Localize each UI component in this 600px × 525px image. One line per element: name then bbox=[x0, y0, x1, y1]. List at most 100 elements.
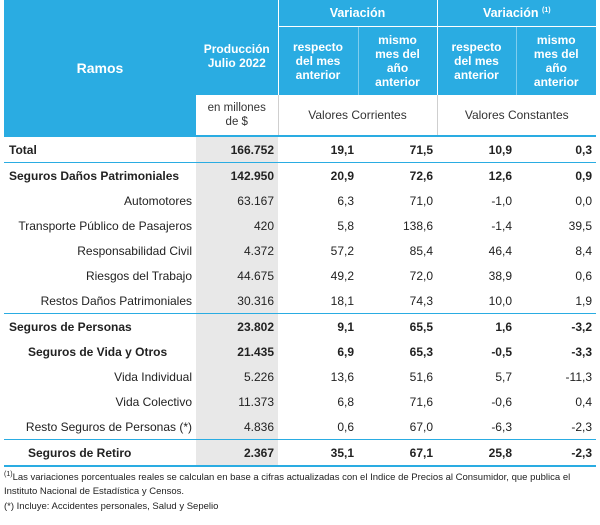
cell-k-mes: -0,6 bbox=[491, 394, 512, 409]
footnote-1: (1)Las variaciones porcentuales reales s… bbox=[4, 468, 596, 499]
footnote-1-text: Las variaciones porcentuales reales se c… bbox=[4, 472, 571, 498]
cell-vc-mes: 20,9 bbox=[330, 168, 354, 183]
cell-vc-anio: 72,6 bbox=[409, 168, 433, 183]
cell-k-anio: 1,9 bbox=[516, 288, 597, 314]
row-label: Vida Individual bbox=[114, 369, 192, 384]
cell-k-mes: -6,3 bbox=[437, 414, 516, 440]
header-respecto-mes-1: respecto del mes anterior bbox=[277, 26, 358, 95]
header-produccion: Producción Julio 2022 bbox=[196, 0, 278, 95]
cell-k-anio: -2,3 bbox=[516, 439, 597, 467]
row-label: Seguros de Vida y Otros bbox=[28, 344, 168, 359]
cell-k-mes: 38,9 bbox=[488, 268, 512, 283]
cell-vc-anio: 65,5 bbox=[409, 319, 433, 334]
cell-vc-mes: 5,8 bbox=[337, 218, 354, 233]
cell-k-anio: 39,5 bbox=[568, 218, 593, 233]
cell-produccion: 4.836 bbox=[196, 414, 278, 440]
cell-k-anio: 0,9 bbox=[575, 168, 593, 183]
cell-vc-anio: 138,6 bbox=[402, 218, 433, 233]
cell-k-mes: -1,0 bbox=[491, 193, 512, 208]
cell-k-mes: -1,4 bbox=[491, 218, 512, 233]
cell-k-anio: 0,4 bbox=[575, 394, 593, 409]
cell-k-mes: 12,6 bbox=[488, 168, 512, 183]
cell-vc-anio: 51,6 bbox=[409, 369, 433, 384]
cell-vc-anio: 67,1 bbox=[358, 439, 437, 467]
cell-vc-anio: 85,4 bbox=[409, 243, 433, 258]
cell-k-anio: 0,6 bbox=[575, 268, 593, 283]
cell-vc-mes: 57,2 bbox=[330, 243, 354, 258]
row-label: Restos Daños Patrimoniales bbox=[4, 288, 196, 314]
header-produccion-label: Producción Julio 2022 bbox=[203, 42, 270, 70]
cell-vc-anio: 71,6 bbox=[409, 394, 433, 409]
cell-vc-mes: 19,1 bbox=[278, 136, 358, 163]
cell-produccion: 420 bbox=[196, 213, 278, 238]
header-mismo-mes-1: mismo mes del año anterior bbox=[357, 26, 437, 95]
row-label: Riesgos del Trabajo bbox=[85, 268, 192, 283]
row-label: Automotores bbox=[123, 193, 192, 208]
row-label: Seguros de Personas bbox=[9, 319, 132, 334]
table-row: Riesgos del Trabajo 44.675 49,2 72,0 38,… bbox=[4, 263, 596, 288]
cell-k-anio: -11,3 bbox=[565, 369, 593, 384]
cell-k-mes: 5,7 bbox=[495, 369, 512, 384]
header-ramos: Ramos bbox=[4, 0, 196, 137]
row-label: Transporte Público de Pasajeros bbox=[18, 218, 192, 233]
cell-vc-mes: 6,8 bbox=[337, 394, 354, 409]
cell-k-mes: 25,8 bbox=[437, 439, 516, 467]
table-row: Seguros de Vida y Otros 21.435 6,9 65,3 … bbox=[4, 339, 596, 364]
cell-vc-anio: 72,0 bbox=[409, 268, 433, 283]
cell-produccion: 63.167 bbox=[196, 188, 278, 213]
cell-k-mes: 46,4 bbox=[488, 243, 512, 258]
footnote-1-marker: (1) bbox=[4, 471, 13, 478]
table-row: Vida Colectivo 11.373 6,8 71,6 -0,6 0,4 bbox=[4, 389, 596, 414]
header-valores-constantes: Valores Constantes bbox=[436, 95, 597, 137]
header-mismo-mes-2: mismo mes del año anterior bbox=[515, 26, 597, 95]
cell-vc-mes: 0,6 bbox=[278, 414, 358, 440]
row-label: Seguros de Retiro bbox=[4, 439, 196, 467]
cell-k-anio: 0,3 bbox=[516, 136, 597, 163]
table-row: Seguros Daños Patrimoniales 142.950 20,9… bbox=[4, 162, 596, 188]
cell-produccion: 44.675 bbox=[196, 263, 278, 288]
cell-vc-anio: 67,0 bbox=[358, 414, 437, 440]
header-variacion-constantes-label: Variación bbox=[482, 6, 539, 20]
table-row: Restos Daños Patrimoniales 30.316 18,1 7… bbox=[4, 288, 597, 314]
cell-produccion: 5.226 bbox=[196, 364, 278, 389]
cell-vc-mes: 35,1 bbox=[278, 439, 358, 467]
cell-vc-mes: 13,6 bbox=[330, 369, 354, 384]
header-valores-corrientes: Valores Corrientes bbox=[277, 95, 437, 137]
cell-produccion: 4.372 bbox=[196, 238, 278, 263]
table-row: Seguros de Personas 23.802 9,1 65,5 1,6 … bbox=[4, 313, 596, 339]
footnote-2: (*) Incluye: Accidentes personales, Salu… bbox=[4, 501, 219, 512]
header-respecto-mes-2: respecto del mes anterior bbox=[436, 26, 516, 95]
cell-k-anio: -2,3 bbox=[516, 414, 597, 440]
row-label: Responsabilidad Civil bbox=[77, 243, 192, 258]
data-table: Ramos Producción Julio 2022 Variación Va… bbox=[4, 0, 597, 467]
cell-produccion: 21.435 bbox=[196, 339, 278, 364]
row-label: Total bbox=[4, 136, 196, 163]
table-row: Seguros de Retiro 2.367 35,1 67,1 25,8 -… bbox=[4, 439, 597, 467]
row-label: Seguros Daños Patrimoniales bbox=[9, 168, 180, 183]
table-row: Resto Seguros de Personas (*) 4.836 0,6 … bbox=[4, 414, 597, 440]
header-variacion-constantes: Variación (1) bbox=[436, 0, 597, 27]
row-label: Vida Colectivo bbox=[115, 394, 193, 409]
table-row: Automotores 63.167 6,3 71,0 -1,0 0,0 bbox=[4, 188, 596, 213]
cell-produccion: 30.316 bbox=[196, 288, 278, 314]
table-row: Responsabilidad Civil 4.372 57,2 85,4 46… bbox=[4, 238, 596, 263]
cell-produccion: 23.802 bbox=[196, 313, 278, 339]
footnote-marker-1: (1) bbox=[542, 6, 551, 14]
unit-label: en millones de $ bbox=[196, 95, 278, 137]
cell-k-anio: 8,4 bbox=[575, 243, 593, 258]
cell-vc-mes: 18,1 bbox=[278, 288, 358, 314]
cell-vc-mes: 9,1 bbox=[337, 319, 354, 334]
table-row: Total 166.752 19,1 71,5 10,9 0,3 bbox=[4, 136, 597, 163]
cell-k-anio: -3,2 bbox=[571, 319, 593, 334]
cell-vc-anio: 71,0 bbox=[409, 193, 433, 208]
cell-vc-mes: 49,2 bbox=[330, 268, 354, 283]
cell-vc-mes: 6,3 bbox=[337, 193, 354, 208]
cell-produccion: 166.752 bbox=[196, 136, 278, 163]
cell-produccion: 2.367 bbox=[196, 439, 278, 467]
insurance-production-table: Ramos Producción Julio 2022 Variación Va… bbox=[4, 0, 597, 467]
cell-vc-anio: 74,3 bbox=[358, 288, 437, 314]
row-label: Resto Seguros de Personas (*) bbox=[4, 414, 196, 440]
cell-produccion: 142.950 bbox=[196, 162, 278, 188]
table-row: Transporte Público de Pasajeros 420 5,8 … bbox=[4, 213, 596, 238]
cell-k-mes: 10,0 bbox=[437, 288, 516, 314]
